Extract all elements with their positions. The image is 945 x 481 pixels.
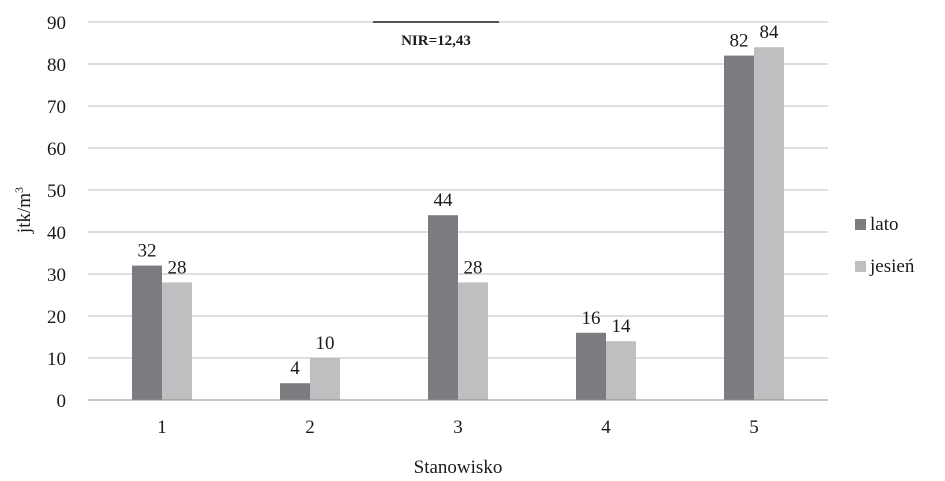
- data-label: 16: [582, 308, 601, 329]
- data-label: 82: [730, 31, 749, 52]
- nir-label: NIR=12,43: [401, 33, 471, 49]
- y-tick-labels: 0 10 20 30 40 50 60 70 80 90: [47, 13, 66, 412]
- legend-label: lato: [870, 214, 899, 235]
- x-tick-label: 1: [157, 417, 167, 438]
- data-label: 4: [290, 358, 300, 379]
- x-axis-title: Stanowisko: [414, 457, 503, 478]
- data-label: 28: [168, 257, 187, 278]
- bars: [132, 47, 784, 400]
- x-tick-label: 4: [601, 417, 611, 438]
- data-label: 84: [760, 22, 780, 43]
- bar-lato-1: [132, 265, 162, 400]
- bar-lato-3: [428, 215, 458, 400]
- data-label: 44: [434, 190, 454, 211]
- bar-jesień-2: [310, 358, 340, 400]
- legend-swatch-jesień: [855, 261, 866, 272]
- y-tick-label: 20: [47, 307, 66, 328]
- legend: lato jesień: [855, 214, 915, 277]
- bar-jesień-3: [458, 282, 488, 400]
- data-label: 10: [316, 333, 335, 354]
- x-tick-labels: 1 2 3 4 5: [157, 417, 759, 438]
- x-tick-label: 3: [453, 417, 463, 438]
- y-tick-label: 0: [57, 391, 67, 412]
- data-label: 14: [612, 316, 632, 337]
- bar-lato-4: [576, 332, 606, 400]
- y-tick-label: 30: [47, 265, 66, 286]
- x-tick-label: 2: [305, 417, 315, 438]
- data-label: 32: [138, 241, 157, 262]
- bar-lato-5: [724, 55, 754, 400]
- y-tick-label: 80: [47, 55, 66, 76]
- bar-jesień-1: [162, 282, 192, 400]
- data-label: 28: [464, 257, 483, 278]
- legend-swatch-lato: [855, 219, 866, 230]
- y-tick-label: 70: [47, 97, 66, 118]
- nir-annotation: NIR=12,43: [373, 21, 499, 49]
- legend-label: jesień: [869, 256, 915, 277]
- y-axis-title: jtk/m3: [12, 187, 35, 234]
- y-axis-title-base: jtk/m: [14, 193, 35, 234]
- data-labels: 32 28 4 10 44 28 16 14 82 84: [138, 22, 780, 379]
- x-tick-label: 5: [749, 417, 759, 438]
- y-axis-title-superscript: 3: [12, 187, 26, 193]
- bar-jesień-5: [754, 47, 784, 400]
- bar-lato-2: [280, 383, 310, 400]
- y-tick-label: 90: [47, 13, 66, 34]
- bar-jesień-4: [606, 341, 636, 400]
- y-tick-label: 50: [47, 181, 66, 202]
- y-tick-label: 10: [47, 349, 66, 370]
- y-tick-label: 40: [47, 223, 66, 244]
- y-tick-label: 60: [47, 139, 66, 160]
